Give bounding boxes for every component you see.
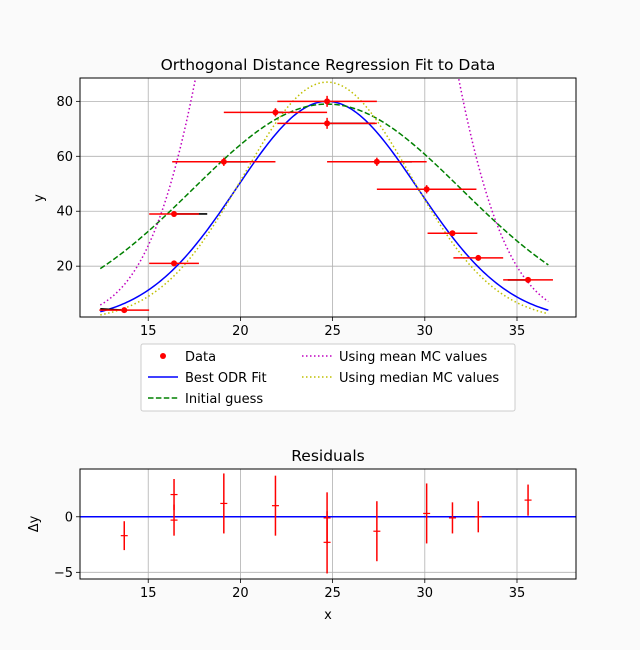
residuals-x-tick-label: 25	[324, 586, 341, 601]
data-point	[423, 186, 430, 193]
residuals-plot-background	[80, 469, 576, 579]
main-plot-frame	[79, 77, 577, 318]
residuals-y-axis-label: Δy	[27, 515, 42, 532]
residuals-chart-title: Residuals	[291, 447, 365, 465]
data-point	[373, 158, 380, 165]
main-x-tick-label: 35	[509, 324, 526, 339]
data-point	[525, 276, 532, 283]
main-chart-title: Orthogonal Distance Regression Fit to Da…	[161, 56, 496, 74]
main-y-axis-label: y	[32, 194, 47, 202]
curve-using-mean-mc-values	[99, 78, 549, 306]
main-y-tick-label: 80	[56, 95, 73, 110]
legend-label-best-odr: Best ODR Fit	[185, 371, 267, 386]
main-y-tick-label: 20	[56, 260, 73, 275]
residuals-points	[120, 473, 532, 574]
data-point	[475, 254, 482, 261]
data-point	[171, 210, 178, 217]
residuals-ticks: 15 20 25 30 35 −5 0	[54, 510, 525, 601]
curve-initial-guess	[99, 103, 549, 270]
main-x-tick-label: 20	[232, 324, 249, 339]
residuals-plot-area: 15 20 25 30 35 −5 0	[54, 468, 577, 601]
legend: Data Best ODR Fit Initial guess Using me…	[140, 343, 516, 412]
residuals-x-tick-label: 35	[509, 586, 526, 601]
residuals-x-tick-label: 15	[140, 586, 157, 601]
residuals-x-tick-label: 30	[417, 586, 434, 601]
data-point	[324, 98, 331, 105]
residuals-x-tick-label: 20	[232, 586, 249, 601]
data-point	[324, 120, 331, 127]
main-plot-background	[80, 78, 576, 317]
residuals-plot-frame	[79, 468, 577, 580]
data-point	[121, 307, 128, 314]
legend-label-median-mc: Using median MC values	[339, 371, 499, 386]
legend-box	[140, 343, 516, 412]
main-grid	[80, 78, 576, 317]
residuals-y-tick-label: −5	[54, 566, 73, 581]
legend-label-initial-guess: Initial guess	[185, 392, 263, 407]
residuals-y-tick-label: 0	[65, 510, 73, 525]
legend-label-mean-mc: Using mean MC values	[339, 350, 487, 365]
main-y-tick-label: 40	[56, 205, 73, 220]
data-point	[272, 109, 279, 116]
main-y-tick-label: 60	[56, 150, 73, 165]
main-plot-area: 15 20 25 30 35 20 40 60 80	[56, 77, 577, 339]
legend-label-data: Data	[185, 350, 216, 365]
main-ticks: 15 20 25 30 35 20 40 60 80	[56, 95, 525, 339]
data-point	[220, 158, 227, 165]
residuals-x-axis-label: x	[324, 608, 332, 623]
legend-data-marker	[160, 353, 166, 359]
main-data-points	[99, 95, 553, 314]
main-x-tick-label: 15	[140, 324, 157, 339]
main-x-tick-label: 30	[417, 324, 434, 339]
main-x-tick-label: 25	[324, 324, 341, 339]
data-point	[449, 230, 456, 237]
data-point	[171, 260, 178, 267]
